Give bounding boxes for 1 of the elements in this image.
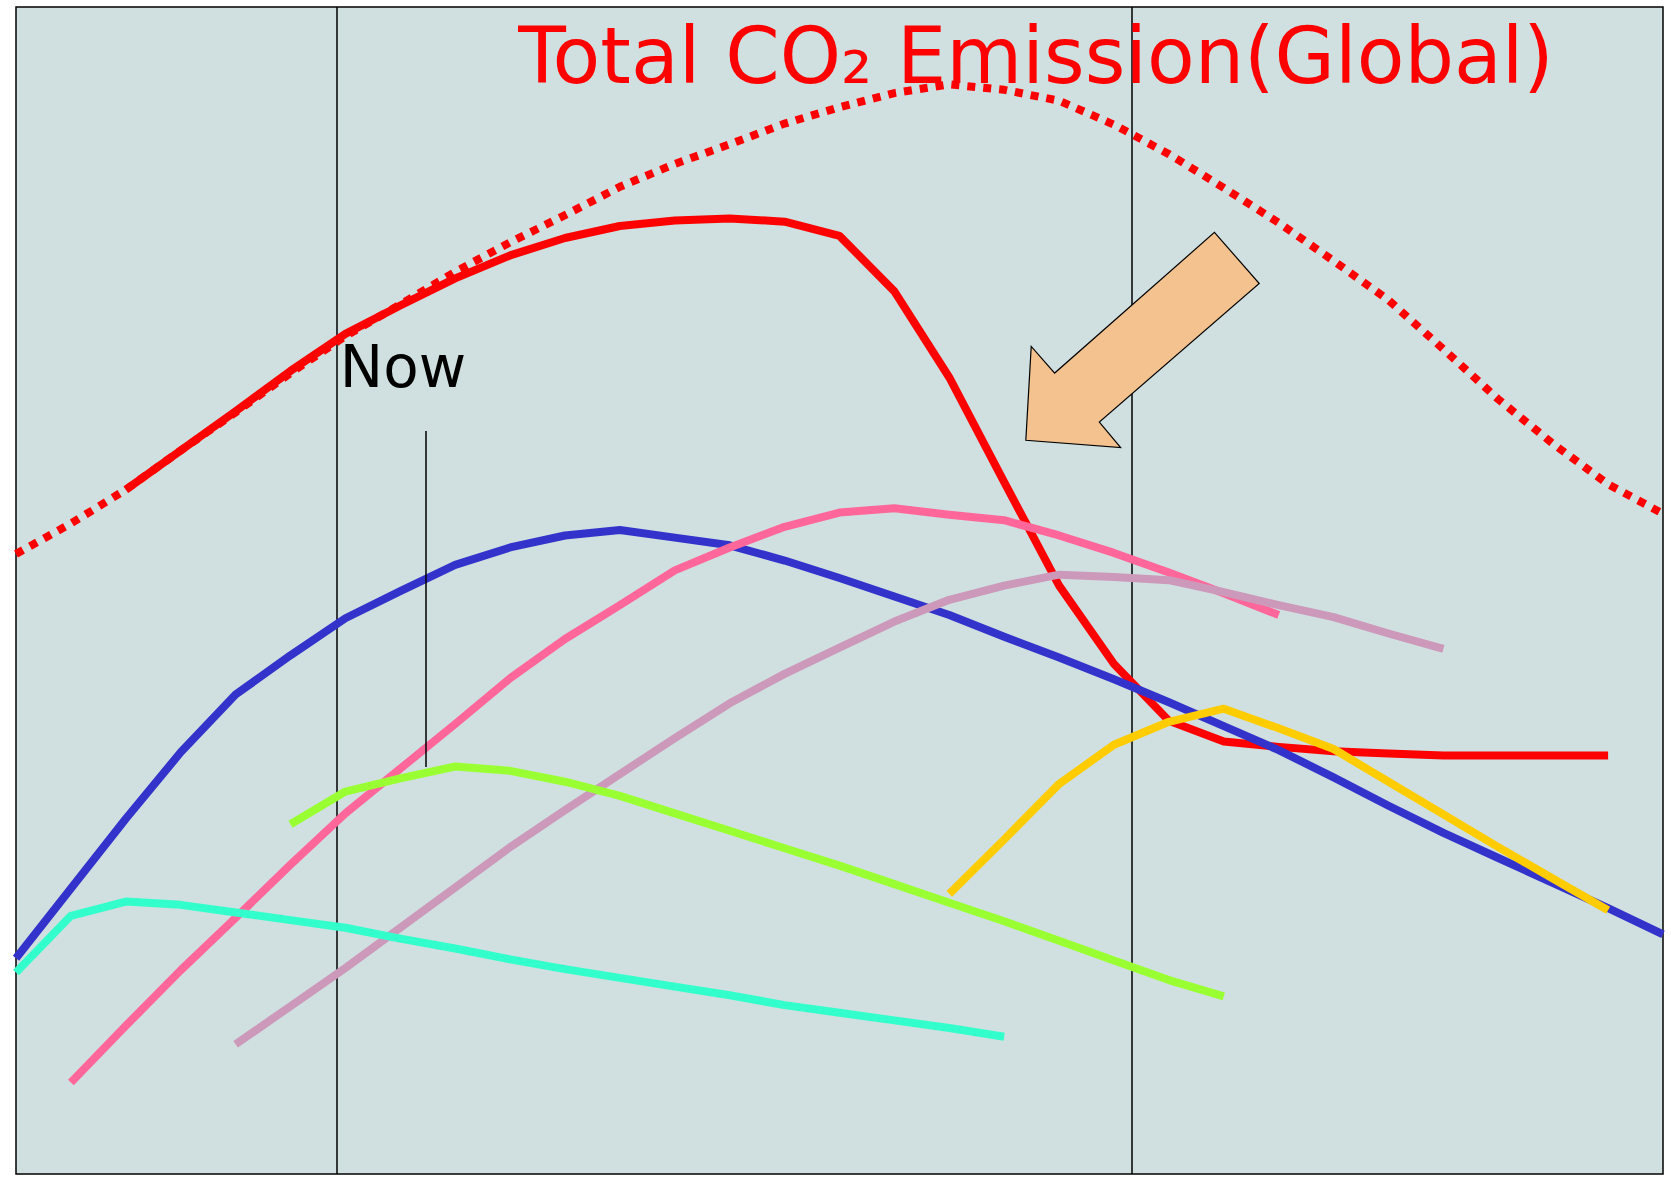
annotation: Now [339, 333, 467, 401]
